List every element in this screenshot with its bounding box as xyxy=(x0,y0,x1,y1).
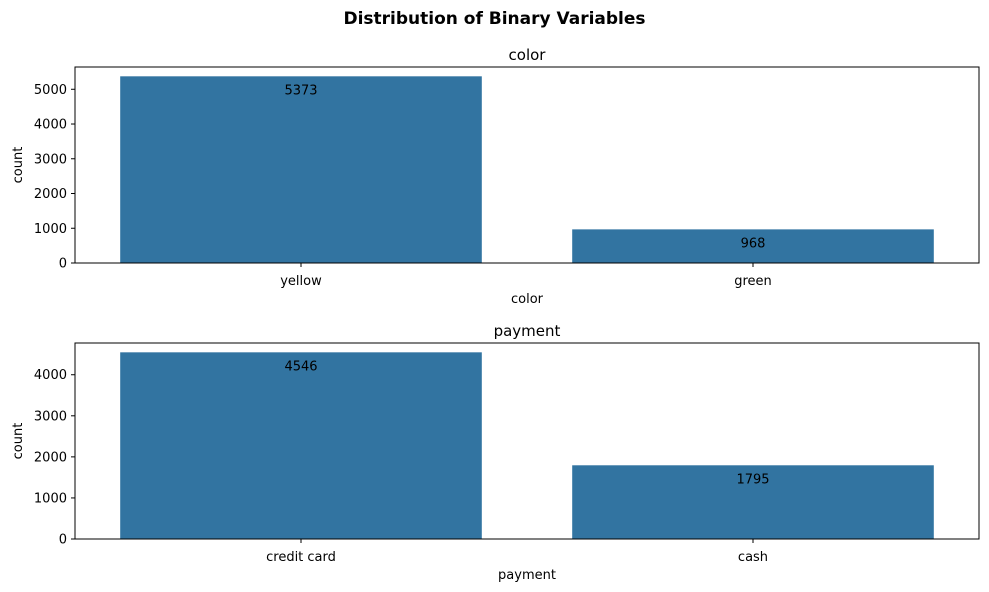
bar-value-label: 4546 xyxy=(284,359,317,374)
x-tick-label: credit card xyxy=(266,550,336,565)
color-subplot: color 5373 968 0 1000 2000 3000 4000 5000 yellow g… xyxy=(11,46,980,307)
y-tick-label: 5000 xyxy=(34,83,67,98)
y-tick-label: 4000 xyxy=(34,368,67,383)
y-tick-label: 4000 xyxy=(34,118,67,133)
y-tick-label: 1000 xyxy=(34,222,67,237)
axes-frame xyxy=(74,342,980,540)
bar-yellow xyxy=(120,76,482,263)
y-tick-label: 0 xyxy=(59,257,67,272)
bar-value-label: 5373 xyxy=(284,83,317,98)
y-axis-label: count xyxy=(11,423,26,460)
y-tick-label: 1000 xyxy=(34,491,67,506)
y-tick-label: 2000 xyxy=(34,187,67,202)
x-axis-label: payment xyxy=(498,568,556,583)
y-tick-label: 0 xyxy=(59,533,67,548)
y-axis-label: count xyxy=(11,147,26,184)
bar-value-label: 1795 xyxy=(736,472,769,487)
chart-suptitle: Distribution of Binary Variables xyxy=(343,9,645,29)
y-tick-label: 2000 xyxy=(34,450,67,465)
y-tick-label: 3000 xyxy=(34,152,67,167)
x-tick-label: yellow xyxy=(280,274,322,289)
bar-value-label: 968 xyxy=(741,236,766,251)
subplot-title: color xyxy=(509,46,547,64)
x-tick-label: green xyxy=(734,274,772,289)
subplot-title: payment xyxy=(494,322,561,340)
bar-green xyxy=(572,229,934,263)
bar-cash xyxy=(572,465,934,539)
axes-frame xyxy=(74,66,980,264)
y-tick-label: 3000 xyxy=(34,409,67,424)
payment-subplot: payment 4546 1795 0 1000 2000 3000 4000 credit c… xyxy=(11,322,980,583)
x-tick-label: cash xyxy=(738,550,768,565)
x-axis-label: color xyxy=(511,292,544,307)
bar-credit-card xyxy=(120,352,482,539)
